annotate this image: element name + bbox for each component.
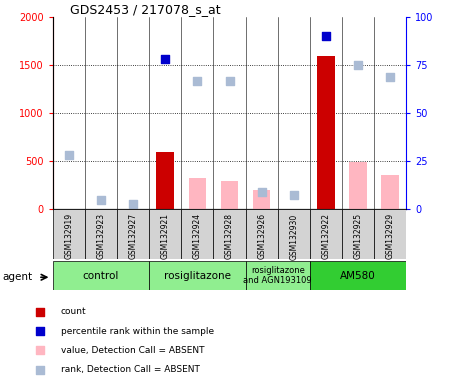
- Point: [36, 308, 44, 314]
- Text: agent: agent: [2, 272, 33, 282]
- Bar: [181, 209, 213, 259]
- Bar: [310, 209, 342, 259]
- Bar: [349, 162, 367, 209]
- Text: control: control: [83, 270, 119, 281]
- Bar: [189, 178, 206, 209]
- Bar: [221, 182, 238, 209]
- Point: [162, 56, 169, 62]
- Point: [36, 328, 44, 334]
- Point: [65, 152, 73, 158]
- Point: [386, 74, 394, 80]
- Point: [226, 78, 233, 84]
- Bar: [246, 209, 278, 259]
- Text: percentile rank within the sample: percentile rank within the sample: [61, 326, 214, 336]
- Text: value, Detection Call = ABSENT: value, Detection Call = ABSENT: [61, 346, 204, 355]
- Bar: [246, 261, 310, 290]
- Point: [194, 78, 201, 84]
- Bar: [53, 209, 85, 259]
- Bar: [374, 209, 406, 259]
- Text: GSM132922: GSM132922: [321, 213, 330, 259]
- Text: GSM132927: GSM132927: [129, 213, 138, 260]
- Bar: [278, 209, 310, 259]
- Bar: [117, 209, 149, 259]
- Point: [354, 62, 362, 68]
- Text: GSM132921: GSM132921: [161, 213, 170, 259]
- Bar: [149, 209, 181, 259]
- Text: AM580: AM580: [340, 270, 376, 281]
- Bar: [85, 209, 117, 259]
- Point: [322, 33, 330, 40]
- Text: rosiglitazone: rosiglitazone: [164, 270, 231, 281]
- Text: GDS2453 / 217078_s_at: GDS2453 / 217078_s_at: [71, 3, 221, 16]
- Text: GSM132926: GSM132926: [257, 213, 266, 260]
- Bar: [213, 209, 246, 259]
- Bar: [149, 261, 246, 290]
- Point: [36, 367, 44, 373]
- Point: [97, 197, 105, 203]
- Bar: [157, 152, 174, 209]
- Point: [258, 189, 265, 195]
- Text: rosiglitazone
and AGN193109: rosiglitazone and AGN193109: [243, 266, 312, 285]
- Point: [36, 348, 44, 354]
- Bar: [317, 56, 335, 209]
- Text: GSM132925: GSM132925: [353, 213, 363, 260]
- Bar: [381, 175, 399, 209]
- Point: [290, 192, 297, 198]
- Point: [129, 201, 137, 207]
- Bar: [342, 209, 374, 259]
- Text: GSM132923: GSM132923: [96, 213, 106, 260]
- Bar: [53, 261, 149, 290]
- Text: GSM132930: GSM132930: [289, 213, 298, 260]
- Text: GSM132919: GSM132919: [64, 213, 73, 260]
- Bar: [310, 261, 406, 290]
- Bar: [253, 190, 270, 209]
- Text: GSM132929: GSM132929: [386, 213, 395, 260]
- Text: count: count: [61, 307, 87, 316]
- Text: GSM132928: GSM132928: [225, 213, 234, 259]
- Text: GSM132924: GSM132924: [193, 213, 202, 260]
- Text: rank, Detection Call = ABSENT: rank, Detection Call = ABSENT: [61, 365, 200, 374]
